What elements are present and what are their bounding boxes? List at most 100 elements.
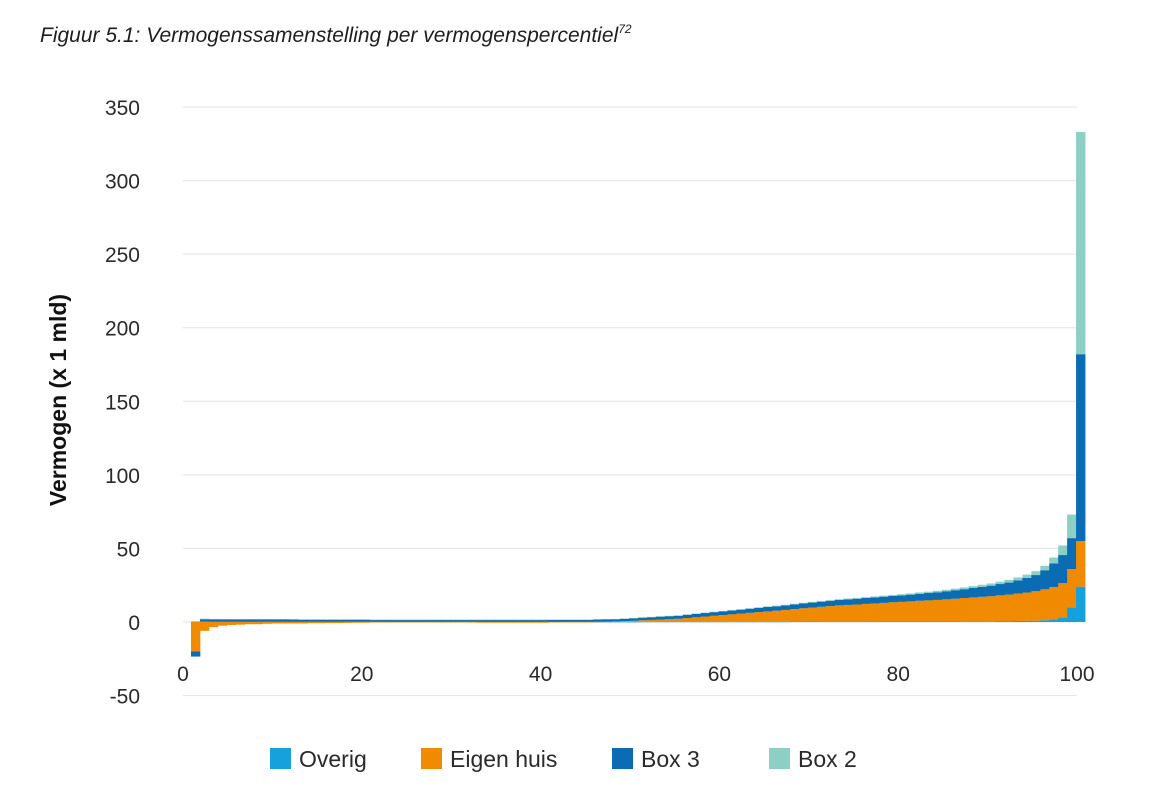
bar-segment-overig-p85 bbox=[941, 621, 952, 622]
bar-segment-eigen-huis-p28 bbox=[432, 622, 442, 623]
bar-segment-overig-p83 bbox=[924, 621, 934, 622]
bar-segment-box-3-p35 bbox=[494, 619, 505, 622]
bar-segment-box-3-p81 bbox=[906, 594, 916, 602]
bar-segment-eigen-huis-p18 bbox=[342, 622, 353, 623]
bar-segment-eigen-huis-p1 bbox=[191, 622, 201, 652]
bar-segment-box-3-p91 bbox=[995, 584, 1005, 596]
bar-segment-box-2-p48 bbox=[611, 618, 621, 620]
bar-segment-eigen-huis-p22 bbox=[378, 622, 389, 623]
bar-segment-eigen-huis-p52 bbox=[646, 619, 657, 622]
bar-segment-box-2-p100 bbox=[1076, 132, 1086, 355]
bar-segment-overig-p70 bbox=[807, 621, 818, 623]
bar-segment-box-2-p6 bbox=[235, 619, 246, 620]
bar-segment-box-3-p22 bbox=[378, 619, 389, 622]
bar-segment-box-2-p13 bbox=[298, 619, 308, 620]
bar-segment-box-2-p32 bbox=[468, 619, 478, 621]
figure-title: Figuur 5.1: Vermogenssamenstelling per v… bbox=[40, 22, 632, 48]
bar-segment-eigen-huis-p36 bbox=[503, 622, 514, 623]
bar-segment-box-3-p28 bbox=[432, 619, 442, 622]
bar-segment-box-2-p43 bbox=[566, 619, 576, 620]
bar-segment-box-2-p35 bbox=[494, 619, 505, 621]
bar-segment-box-2-p70 bbox=[807, 601, 818, 603]
bar-segment-box-2-p3 bbox=[208, 618, 219, 620]
bar-segment-box-2-p27 bbox=[423, 619, 433, 621]
bar-segment-box-3-p15 bbox=[316, 619, 326, 622]
bar-segment-eigen-huis-p76 bbox=[861, 603, 871, 622]
y-tick-label: 100 bbox=[105, 465, 140, 488]
y-tick-label: 150 bbox=[105, 391, 140, 414]
bar-segment-eigen-huis-p19 bbox=[351, 622, 362, 623]
bar-segment-box-3-p75 bbox=[852, 598, 862, 605]
bar-segment-eigen-huis-p27 bbox=[423, 622, 433, 623]
bar-segment-overig-p20 bbox=[360, 621, 371, 623]
x-tick-label: 40 bbox=[529, 663, 552, 686]
bar-segment-box-3-p26 bbox=[414, 619, 424, 622]
bar-segment-box-2-p83 bbox=[924, 591, 934, 594]
bar-segment-box-3-p61 bbox=[727, 610, 737, 615]
bar-segment-box-2-p51 bbox=[638, 617, 648, 618]
bar-segment-eigen-huis-p98 bbox=[1058, 583, 1068, 618]
x-tick-label: 20 bbox=[350, 663, 373, 686]
bar-segment-overig-p57 bbox=[691, 621, 701, 623]
legend-swatch-box-2 bbox=[769, 748, 790, 769]
figure-title-footnote: 72 bbox=[618, 22, 632, 36]
bar-segment-overig-p54 bbox=[664, 621, 675, 623]
bar-segment-eigen-huis-p73 bbox=[834, 605, 845, 622]
bar-segment-overig-p86 bbox=[950, 621, 961, 622]
bar-segment-eigen-huis-p94 bbox=[1022, 592, 1032, 621]
bar-segment-box-3-p25 bbox=[405, 619, 415, 622]
bar-segment-eigen-huis-p79 bbox=[888, 602, 898, 622]
bar-segment-box-2-p86 bbox=[950, 588, 961, 591]
bar-segment-box-3-p98 bbox=[1058, 555, 1068, 584]
bar-segment-overig-p17 bbox=[334, 621, 344, 623]
bar-segment-eigen-huis-p57 bbox=[691, 617, 701, 622]
bar-segment-eigen-huis-p89 bbox=[977, 596, 988, 622]
bar-segment-eigen-huis-p17 bbox=[334, 622, 344, 624]
bar-segment-box-2-p98 bbox=[1058, 545, 1068, 556]
bar-segment-box-2-p37 bbox=[512, 619, 523, 621]
bar-segment-box-2-p30 bbox=[450, 619, 460, 621]
ticks-layer: 350 300 250 200 150 100 50 0 -50 0 20 40 60 80 100 bbox=[105, 97, 1095, 709]
bar-segment-box-3-p79 bbox=[888, 595, 898, 603]
bar-segment-box-2-p97 bbox=[1049, 557, 1059, 564]
bar-segment-eigen-huis-p61 bbox=[727, 614, 737, 622]
bar-segment-overig-p94 bbox=[1022, 620, 1032, 622]
bar-segment-eigen-huis-p40 bbox=[539, 622, 549, 623]
bar-segment-eigen-huis-p37 bbox=[512, 622, 523, 623]
bar-segment-box-2-p31 bbox=[459, 619, 469, 621]
y-tick-label: 250 bbox=[105, 244, 140, 267]
bar-segment-box-3-p73 bbox=[834, 599, 845, 606]
bar-segment-overig-p10 bbox=[271, 621, 281, 623]
bar-segment-box-2-p14 bbox=[307, 619, 317, 620]
bar-segment-box-3-p60 bbox=[718, 611, 728, 616]
bar-segment-eigen-huis-p77 bbox=[870, 603, 880, 622]
bar-segment-eigen-huis-p93 bbox=[1013, 593, 1023, 621]
bar-segment-overig-p82 bbox=[915, 621, 925, 622]
bar-segment-box-2-p87 bbox=[959, 587, 970, 590]
bar-segment-box-2-p85 bbox=[941, 589, 952, 592]
bar-segment-box-2-p33 bbox=[477, 619, 487, 621]
bar-segment-overig-p72 bbox=[825, 621, 836, 623]
bar-segment-box-3-p84 bbox=[933, 592, 943, 600]
bar-segment-box-2-p92 bbox=[1004, 579, 1014, 583]
bar-segment-overig-p49 bbox=[620, 621, 630, 623]
y-tick-label: 200 bbox=[105, 318, 140, 341]
bar-segment-eigen-huis-p63 bbox=[745, 612, 755, 622]
bar-segment-box-2-p81 bbox=[906, 593, 916, 595]
bar-segment-overig-p91 bbox=[995, 621, 1005, 622]
bar-segment-eigen-huis-p84 bbox=[933, 599, 943, 622]
bar-segment-overig-p2 bbox=[199, 621, 210, 622]
bar-segment-box-3-p71 bbox=[816, 601, 827, 607]
bar-segment-eigen-huis-p66 bbox=[772, 610, 782, 622]
bar-segment-eigen-huis-p65 bbox=[763, 611, 773, 622]
bar-segment-box-2-p59 bbox=[709, 611, 719, 613]
bar-segment-eigen-huis-p21 bbox=[369, 622, 380, 623]
bar-segment-eigen-huis-p14 bbox=[307, 622, 317, 624]
legend-label-eigen-huis: Eigen huis bbox=[450, 746, 557, 772]
bar-segment-eigen-huis-p45 bbox=[584, 622, 594, 623]
bar-segment-box-3-p52 bbox=[646, 617, 657, 620]
bar-segment-box-2-p72 bbox=[825, 600, 836, 601]
bar-segment-eigen-huis-p81 bbox=[906, 601, 916, 622]
bar-segment-overig-p81 bbox=[906, 621, 916, 622]
x-tick-label: 80 bbox=[887, 663, 910, 686]
